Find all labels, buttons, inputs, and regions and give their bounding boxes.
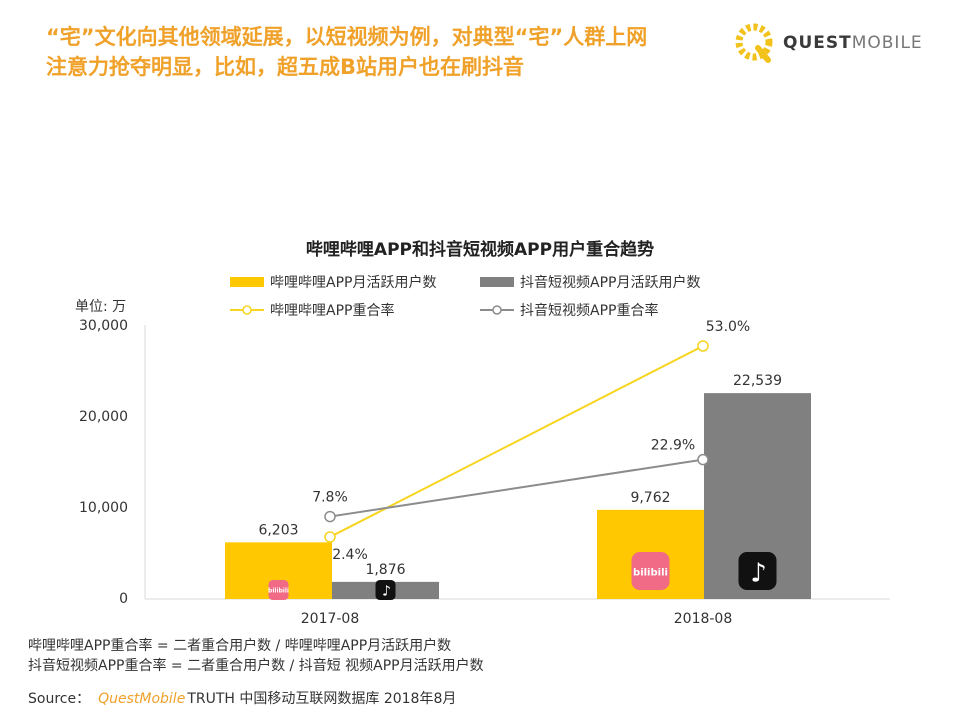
- legend-swatch-douyin-mau: [480, 277, 514, 287]
- headline-line-2: 注意力抢夺明显，比如，超五成B站用户也在刷抖音: [46, 55, 525, 79]
- svg-text:♪: ♪: [382, 584, 391, 600]
- point-douyin-rate-2017-08: [324, 510, 336, 523]
- y-axis: 30,000 20,000 10,000 0: [79, 318, 146, 607]
- svg-text:♪: ♪: [750, 559, 767, 589]
- note-bilibili-rate: 哔哩哔哩APP重合率 = 二者重合用户数 / 哔哩哔哩APP月活跃用户数: [28, 638, 452, 654]
- y-tick-30000: 30,000: [79, 318, 128, 334]
- svg-text:bilibili: bilibili: [633, 568, 668, 579]
- douyin-icon-2017-08: ♪: [375, 580, 396, 600]
- label-douyin-rate-2017-08: 7.8%: [312, 490, 348, 506]
- label-douyin-rate-2018-08: 22.9%: [651, 438, 695, 454]
- source-prefix: Source：: [28, 691, 91, 707]
- legend-marker-douyin-rate: [492, 305, 502, 315]
- point-bilibili-rate-2018-08: [697, 340, 709, 352]
- legend: 哔哩哔哩APP月活跃用户数 抖音短视频APP月活跃用户数 哔哩哔哩APP重合率 …: [230, 274, 700, 319]
- headline-line-1: “宅”文化向其他领域延展，以短视频为例，对典型“宅”人群上网: [46, 25, 648, 49]
- legend-marker-bilibili-rate: [242, 305, 252, 315]
- label-douyin-mau-2017-08: 1,876: [365, 562, 405, 578]
- questmobile-logo: QUESTMOBILE: [728, 12, 928, 72]
- y-tick-10000: 10,000: [79, 500, 128, 516]
- label-bilibili-mau-2017-08: 6,203: [258, 522, 298, 538]
- legend-label-douyin-mau: 抖音短视频APP月活跃用户数: [520, 274, 700, 291]
- definition-notes: 哔哩哔哩APP重合率 = 二者重合用户数 / 哔哩哔哩APP月活跃用户数 抖音短…: [28, 636, 484, 676]
- bilibili-icon-2017-08: bilibili: [268, 580, 289, 600]
- label-douyin-mau-2018-08: 22,539: [733, 373, 782, 389]
- label-bilibili-mau-2018-08: 9,762: [630, 490, 670, 506]
- headline: “宅”文化向其他领域延展，以短视频为例，对典型“宅”人群上网 注意力抢夺明显，比…: [46, 22, 726, 82]
- logo-text-mobile: MOBILE: [851, 33, 923, 53]
- note-douyin-rate: 抖音短视频APP重合率 = 二者重合用户数 / 抖音短 视频APP月活跃用户数: [28, 658, 484, 674]
- logo-wordmark: QUESTMOBILE: [783, 33, 923, 53]
- chart-title: 哔哩哔哩APP和抖音短视频APP用户重合趋势: [306, 239, 654, 260]
- y-tick-20000: 20,000: [79, 409, 128, 425]
- logo-text-quest: QUEST: [783, 33, 852, 53]
- legend-swatch-bilibili-mau: [230, 277, 264, 287]
- legend-label-bilibili-mau: 哔哩哔哩APP月活跃用户数: [270, 274, 436, 291]
- x-tick-2018-08: 2018-08: [674, 611, 733, 627]
- label-bilibili-rate-2018-08: 53.0%: [706, 319, 750, 335]
- bilibili-icon-2018-08: bilibili: [631, 552, 670, 590]
- line-douyin-rate: [329, 458, 704, 518]
- data-labels: 6,203 9,762 1,876 22,539 2.4% 53.0% 7.8% 22.9%: [258, 319, 782, 578]
- y-tick-0: 0: [119, 591, 128, 607]
- questmobile-logo-icon: [735, 23, 773, 63]
- source-text: TRUTH 中国移动互联网数据库 2018年8月: [187, 691, 457, 707]
- douyin-icon-2018-08: ♪: [738, 552, 777, 590]
- legend-label-douyin-rate: 抖音短视频APP重合率: [520, 302, 658, 319]
- x-tick-2017-08: 2017-08: [301, 611, 360, 627]
- unit-label: 单位: 万: [75, 299, 126, 315]
- legend-label-bilibili-rate: 哔哩哔哩APP重合率: [270, 302, 394, 319]
- svg-text:bilibili: bilibili: [268, 587, 289, 594]
- label-bilibili-rate-2017-08: 2.4%: [332, 547, 368, 563]
- rate-lines: [324, 340, 709, 543]
- line-bilibili-rate: [329, 345, 704, 538]
- point-bilibili-rate-2017-08: [324, 531, 336, 543]
- source-brand: QuestMobile: [98, 691, 186, 707]
- source-line: Source： QuestMobile TRUTH 中国移动互联网数据库 2018年…: [28, 688, 456, 708]
- point-douyin-rate-2018-08: [697, 453, 709, 466]
- app-icons: bilibili bilibili ♪ ♪: [268, 552, 777, 600]
